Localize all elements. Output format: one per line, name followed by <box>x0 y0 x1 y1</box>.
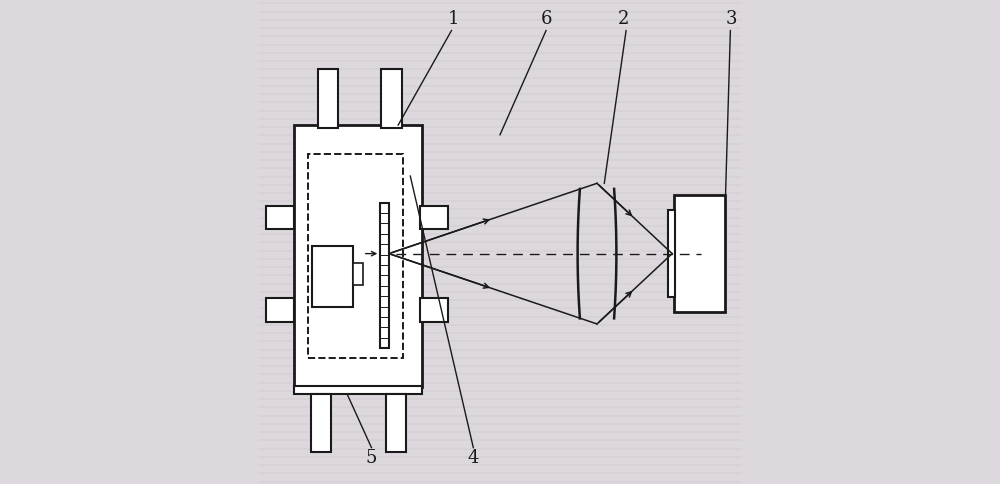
Bar <box>674 196 725 312</box>
Bar <box>420 299 448 322</box>
Bar <box>294 126 422 387</box>
Bar <box>381 70 402 128</box>
Bar <box>266 207 294 230</box>
Bar <box>353 264 363 286</box>
Bar <box>312 247 353 307</box>
Text: 2: 2 <box>618 10 629 29</box>
Bar <box>308 155 403 358</box>
Bar <box>380 203 389 348</box>
Text: 3: 3 <box>726 10 738 29</box>
Bar <box>311 394 331 453</box>
Bar <box>668 211 675 298</box>
Bar <box>318 70 338 128</box>
Bar <box>386 394 406 453</box>
Bar <box>266 299 294 322</box>
Bar <box>420 207 448 230</box>
Text: 1: 1 <box>448 10 460 29</box>
Bar <box>294 386 422 394</box>
Text: 4: 4 <box>468 448 479 467</box>
Text: 5: 5 <box>366 448 377 467</box>
Text: 6: 6 <box>540 10 552 29</box>
